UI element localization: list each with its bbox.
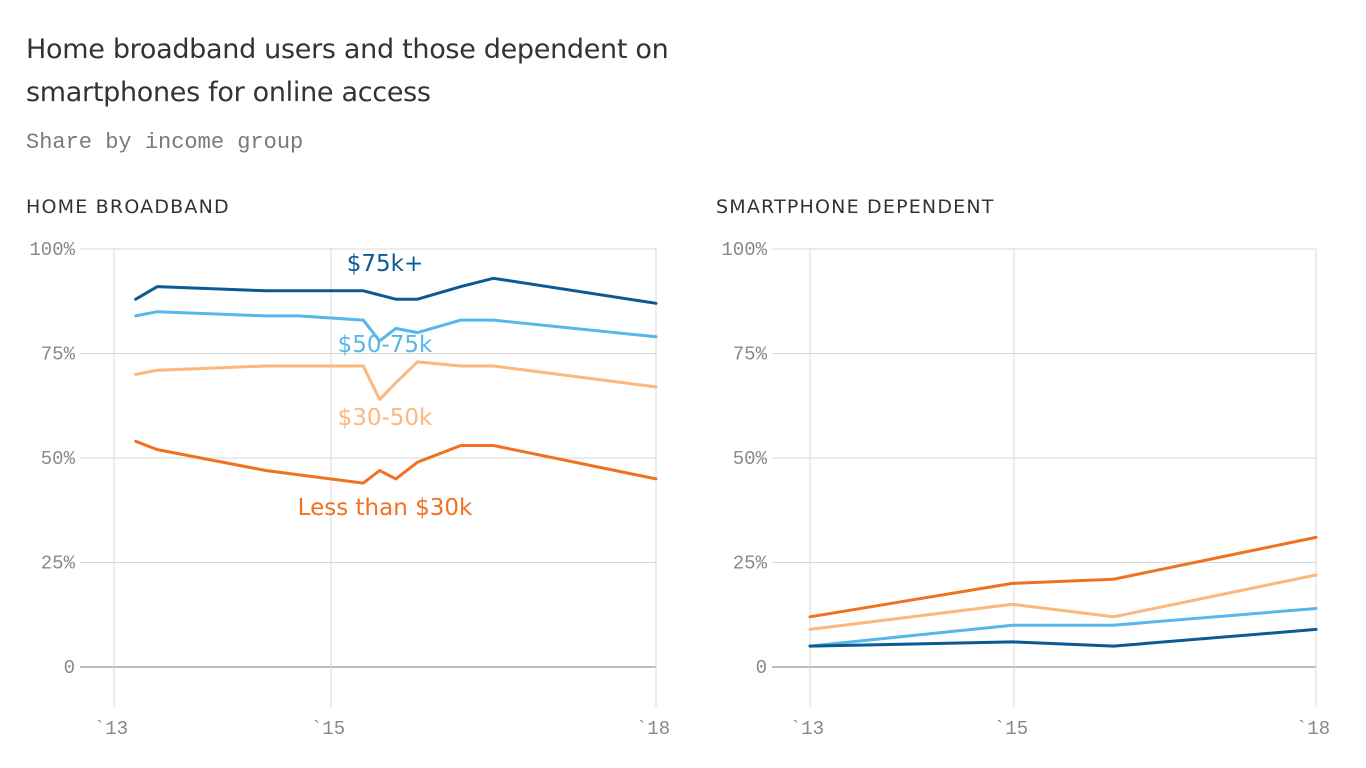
home-broadband-x-tick-label: `13	[94, 718, 128, 740]
home-broadband-x-tick-label: `15	[311, 718, 345, 740]
home-broadband-series-label: $30-50k	[338, 405, 433, 431]
smartphone-dependent-series-line	[808, 535, 1318, 619]
smartphone-dependent-y-tick-label: 50%	[733, 448, 768, 470]
smartphone-dependent-series-line	[808, 573, 1318, 631]
smartphone-dependent-x-tick-label: `15	[994, 718, 1028, 740]
home-broadband-series-line	[134, 360, 658, 401]
home-broadband-title: HOME BROADBAND	[26, 196, 230, 218]
smartphone-dependent-x-tick-label: `13	[790, 718, 824, 740]
smartphone-dependent-series-line	[808, 607, 1318, 648]
home-broadband-series-line	[134, 276, 658, 305]
home-broadband-y-tick-label: 50%	[41, 448, 76, 470]
home-broadband-series-line	[134, 439, 658, 485]
home-broadband-panel: HOME BROADBAND 100% 75% 50% 25% 0 `13 `15 `18 $75…	[26, 196, 670, 740]
chart-title: Home broadband users and those dependent…	[26, 34, 669, 108]
home-broadband-y-tick-label: 0	[64, 657, 75, 679]
smartphone-dependent-panel: SMARTPHONE DEPENDENT 100% 75% 50% 25% 0 `13 `15…	[716, 196, 1330, 740]
home-broadband-y-tick-label: 100%	[29, 239, 75, 261]
smartphone-dependent-y-tick-label: 25%	[733, 553, 768, 575]
smartphone-dependent-y-tick-label: 0	[756, 657, 767, 679]
smartphone-dependent-y-tick-label: 75%	[733, 344, 768, 366]
home-broadband-series-line	[134, 310, 658, 343]
home-broadband-x-tick-label: `18	[636, 718, 670, 740]
smartphone-dependent-y-tick-label: 100%	[721, 239, 767, 261]
smartphone-dependent-series-line	[808, 627, 1318, 648]
home-broadband-series-label: $75k+	[347, 251, 424, 277]
home-broadband-series-label: $50-75k	[338, 332, 433, 358]
chart-subtitle: Share by income group	[26, 130, 304, 155]
smartphone-dependent-x-tick-label: `18	[1296, 718, 1330, 740]
smartphone-dependent-title: SMARTPHONE DEPENDENT	[716, 196, 995, 218]
home-broadband-y-tick-label: 25%	[41, 553, 76, 575]
home-broadband-y-tick-label: 75%	[41, 344, 76, 366]
home-broadband-series-label: Less than $30k	[298, 495, 473, 521]
